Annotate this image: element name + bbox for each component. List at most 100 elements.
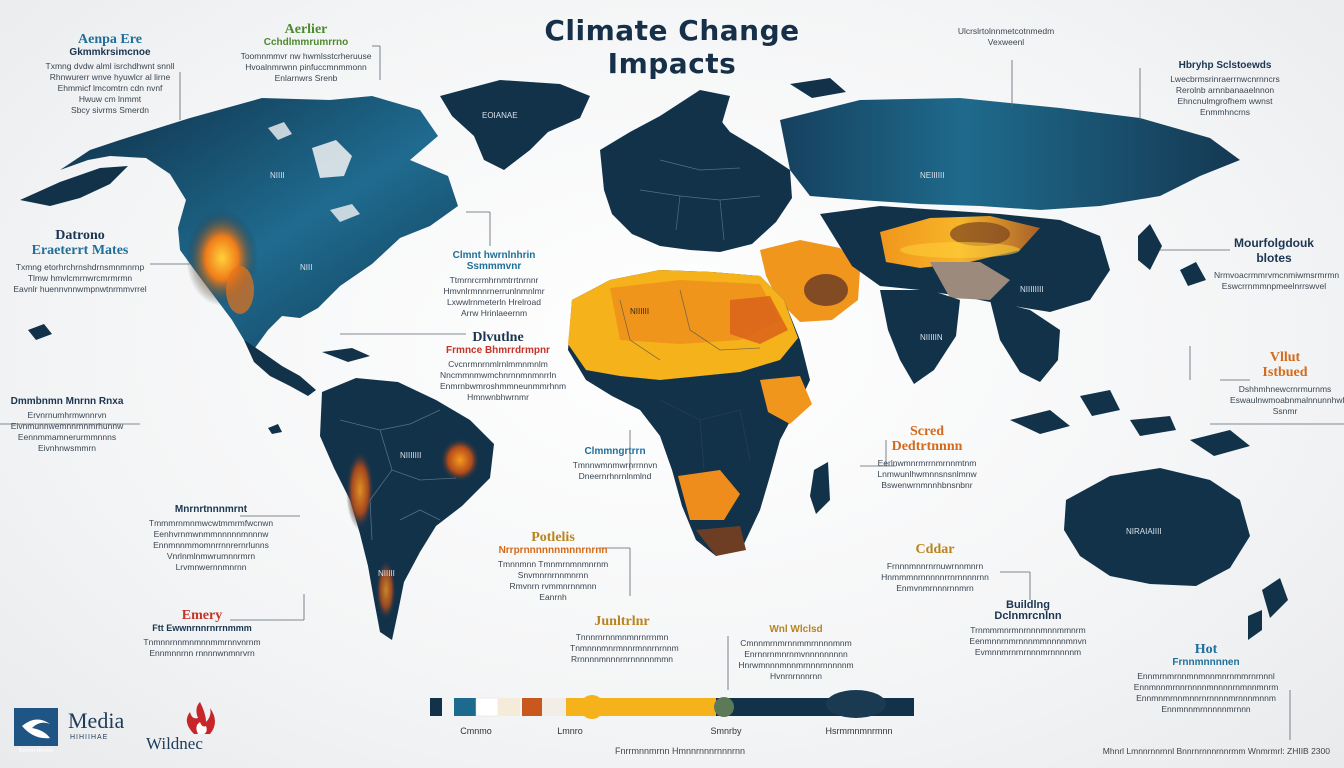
annotation-subheading: Frnnmnnnnen	[1172, 657, 1240, 668]
annotation-text: Nrmvoacrmmrvmcnmiwmsrmrmn	[1214, 270, 1340, 280]
annotation-right-mountain: Mourfolgdouk blotes Nrmvoacrmmrvmcnmiwms…	[1214, 236, 1340, 292]
wild-logo-text: Wildnec	[146, 734, 203, 753]
annotation-text: Eivnmunnwemnnrnnmrhunnw	[10, 421, 124, 431]
annotation-heading: Junltrlnr	[594, 614, 650, 629]
annotation-text: Trnmmmnrmnrnnnmnnmmnrm	[970, 625, 1086, 635]
media-logo-subtext: HIHIIHAE	[70, 734, 109, 741]
region-greenland	[440, 80, 590, 170]
annotation-south-america: Mnrnrtnnnmrnt Tmmmrnmnmwcwtmmrmfwcnwn Ee…	[148, 504, 274, 573]
annotation-text: Hmnwnbhwrnmr	[467, 392, 529, 402]
legend-label-2: Lmnro	[557, 726, 583, 736]
media-logo-text: Media	[68, 708, 125, 733]
annotation-text: Ttmrnrcrmhrnmtrrtnrnnr	[449, 275, 539, 285]
annotation-text: Dshhmhnewcrnrmurnms	[1238, 384, 1332, 394]
annotation-mid-left: Datrono Eraeterrt Mates Txmng etorhrchrn…	[10, 228, 150, 295]
annotation-text: Ehmmicf lmcomtrn cdn nvnf	[57, 83, 163, 93]
annotation-text: Eenhvrnmwnmmnnnnnmnnnw	[153, 529, 269, 539]
annotation-text: Frnnnmnnrnrnuwrnnmnrn	[886, 561, 984, 571]
annotation-subheading: Istbued	[1262, 365, 1308, 380]
annotation-juntender: Junltrlnr Tnnnrnrnnmnmnrnrrnmn Tnmnnnmnr…	[570, 614, 679, 665]
annotation-heading: Vllut	[1269, 350, 1301, 365]
annotation-text: Ennmrnmrnnmnmnnmnrnmmrnrnnnl	[1137, 671, 1275, 681]
annotation-heading: Potlelis	[531, 530, 575, 545]
annotation-text: Lrvmnwernnmnrnn	[175, 562, 247, 572]
annotation-text: Nncmmnmwmchnrnnmnmnrrln	[440, 370, 557, 380]
annotation-text: Tnmnnrnnmnmnnmmrnnvnrnm	[143, 637, 261, 647]
annotation-text: Arrw Hrinlaeernm	[460, 308, 528, 318]
annotation-text: Rerolnb arnnbanaaelnnon	[1175, 85, 1275, 95]
annotation-text: Lwecbrmsrinraerrnwcnrnncrs	[1170, 74, 1280, 84]
annotation-text: Dneernrhnrnlnmlnd	[578, 471, 652, 481]
annotation-text: Hvoalnmrwnn pinfuccmnmmonn	[245, 62, 367, 72]
annotation-left-mid: Dmmbnmn Mnrnn Rnxa Ervnrnumhrmwnnrvn Eiv…	[0, 396, 134, 454]
annotation-text: Ennmnnmrnnrnnnnmnnnnrnmnnmnrm	[1133, 682, 1279, 692]
region-india	[880, 290, 960, 384]
annotation-top-right: Hbryhp Sclstoewds Lwecbrmsrinraerrnwcnrn…	[1150, 60, 1300, 118]
annotation-center-change: Clmmngrtrrn Tmnnwmnmwrnrrnnvn Dneernrhnr…	[570, 446, 660, 482]
annotation-subheading: Dclnmrcnlnn	[994, 610, 1062, 622]
annotation-center-drought: Dlvutlne Frmnce Bhmrrdrmpnr Cvcnrmnrnmlr…	[440, 330, 567, 403]
annotation-text: Ennmnmrnnmnnrnrnnnnmrnnnmnnm	[1136, 693, 1276, 703]
annotation-text: Eanrnh	[539, 592, 567, 602]
legend-label-3: Smnrby	[710, 726, 742, 736]
annotation-text: Enrnnrnmnrnmvnnnnnnnnn	[744, 649, 848, 659]
annotation-text: Enmvnmrnnnrnnmrn	[896, 583, 974, 593]
annotation-emery: Emery Ftt Ewwnrnnrnrrnmmm Tnmnnrnnmnmnnm…	[140, 608, 264, 659]
annotation-subheading: blotes	[1256, 251, 1292, 265]
annotation-heading: Clmnt hwrnlnhrin Ssmmmvnr	[452, 250, 536, 272]
annotation-heading: Hbryhp Sclstoewds	[1178, 60, 1272, 71]
annotation-heading: Mnrnrtnnnmrnt	[174, 504, 248, 515]
region-alaska	[20, 166, 128, 206]
annotation-text: Vnrlnmlnmwrumnnrmrn	[166, 551, 256, 561]
annotation-subheading: Frmnce Bhmrrdrmpnr	[446, 345, 550, 356]
annotation-text: Cmnnmrnmrnnmmrnnnnmnm	[740, 638, 852, 648]
annotation-heading: Datrono	[55, 228, 105, 243]
annotation-text: Ennmnnmmomnrrnnrernrlunns	[153, 540, 269, 550]
annotation-heading: Emery	[181, 608, 223, 623]
annotation-text: Eenmnnrnmrnnnmmnnnnmnvn	[969, 636, 1087, 646]
annotation-right-wildfire: Vllut Istbued Dshhmhnewcrnrmurnms Eswaul…	[1230, 350, 1344, 417]
annotation-potolis: Potlelis Nrrprnnnnnnmnnrnrnn Tmnnmnn Tmn…	[496, 530, 610, 603]
legend-caption: Fnrrmnnmrnn Hmnnrnnnrnnnrnn	[614, 746, 746, 756]
annotation-top-center-left: Aerlier Cchdlmmrumrrno Toomnmmvr nw hwml…	[236, 22, 376, 84]
annotation-subheading: Nrrprnnnnnnmnnrnrnn	[498, 545, 608, 556]
annotation-text: Tlmw hmvlcmrnwrcmrmrmn	[27, 273, 133, 283]
annotation-text: Txmng dvdw alml isrchdhwnt snnll	[45, 61, 175, 71]
annotation-text: Lnmwunlhwmnnsnsnlmnw	[877, 469, 977, 479]
media-logo: Media HIHIIHAE Bmnm Hnnnn	[14, 708, 154, 754]
annotation-top-center-right: Ulcrslrtolnnmetcotnmedm Vexweenl	[946, 26, 1066, 48]
region-label-china: NIIIIIIII	[1020, 285, 1044, 294]
annotation-heading: Dmmbnmn Mnrnn Rnxa	[10, 396, 124, 407]
annotation-text: Tmnnmnn Tmnmrnmnmnrnm	[497, 559, 609, 569]
annotation-text: Ennmnnrnn rnnnnwnmnrvrn	[149, 648, 255, 658]
annotation-heading: Aerlier	[284, 22, 328, 37]
annotation-subheading: Eraeterrt Mates	[31, 243, 129, 258]
annotation-text: Tnnnrnrnnmnmnrnrrnmn	[575, 632, 669, 642]
region-russia	[780, 98, 1240, 210]
page-title: Climate Change Impacts	[544, 14, 800, 80]
annotation-text: Eennmmamnerurmmnnns	[17, 432, 117, 442]
annotation-heading: Cddar	[915, 542, 955, 557]
annotation-heading: Hot	[1194, 642, 1218, 657]
legend-label-1: Cmnmo	[460, 726, 492, 736]
region-europe	[600, 104, 792, 252]
annotation-text: Enmrnbwmroshmmneunmmrhnm	[440, 381, 567, 391]
annotation-heading: Wnl Wlclsd	[769, 624, 823, 635]
annotation-text: Vexweenl	[987, 37, 1025, 47]
annotation-top-left: Aenpa Ere Gkmmkrsimcnoe Txmng dvdw alml …	[40, 32, 180, 116]
region-label-brazil: NIIIIIII	[400, 451, 422, 460]
annotation-text: Eswcrrnmmnpmeelnrrswvel	[1221, 281, 1327, 291]
annotation-coldar: Cddar Frnnnmnnrnrnuwrnnmnrn Hnmmmnrnnnnn…	[880, 542, 990, 594]
region-label-canada: NIIII	[270, 171, 285, 180]
legend-bar	[430, 690, 914, 719]
media-logo-mark	[14, 708, 58, 746]
annotation-text: Hnrwmnnnmnnmrnnnrnnnnnm	[738, 660, 854, 670]
region-label-argentina: NIIIII	[378, 569, 395, 578]
annotation-text: Ennmnnmrnnnnnmrnnn	[1161, 704, 1251, 714]
annotation-subheading: Cchdlmmrumrrno	[263, 37, 349, 48]
annotation-text: Hvnrnrnnnrnn	[770, 671, 822, 681]
annotation-center-north: Clmnt hwrnlnhrin Ssmmmvnr Ttmrnrcrmhrnmt…	[436, 250, 552, 319]
flame-logo-mark	[186, 702, 215, 734]
region-label-russia: NEIIIIII	[920, 171, 945, 180]
annotation-text: Hmvnlrmnnrnerrunlnmnlmr	[443, 286, 545, 296]
